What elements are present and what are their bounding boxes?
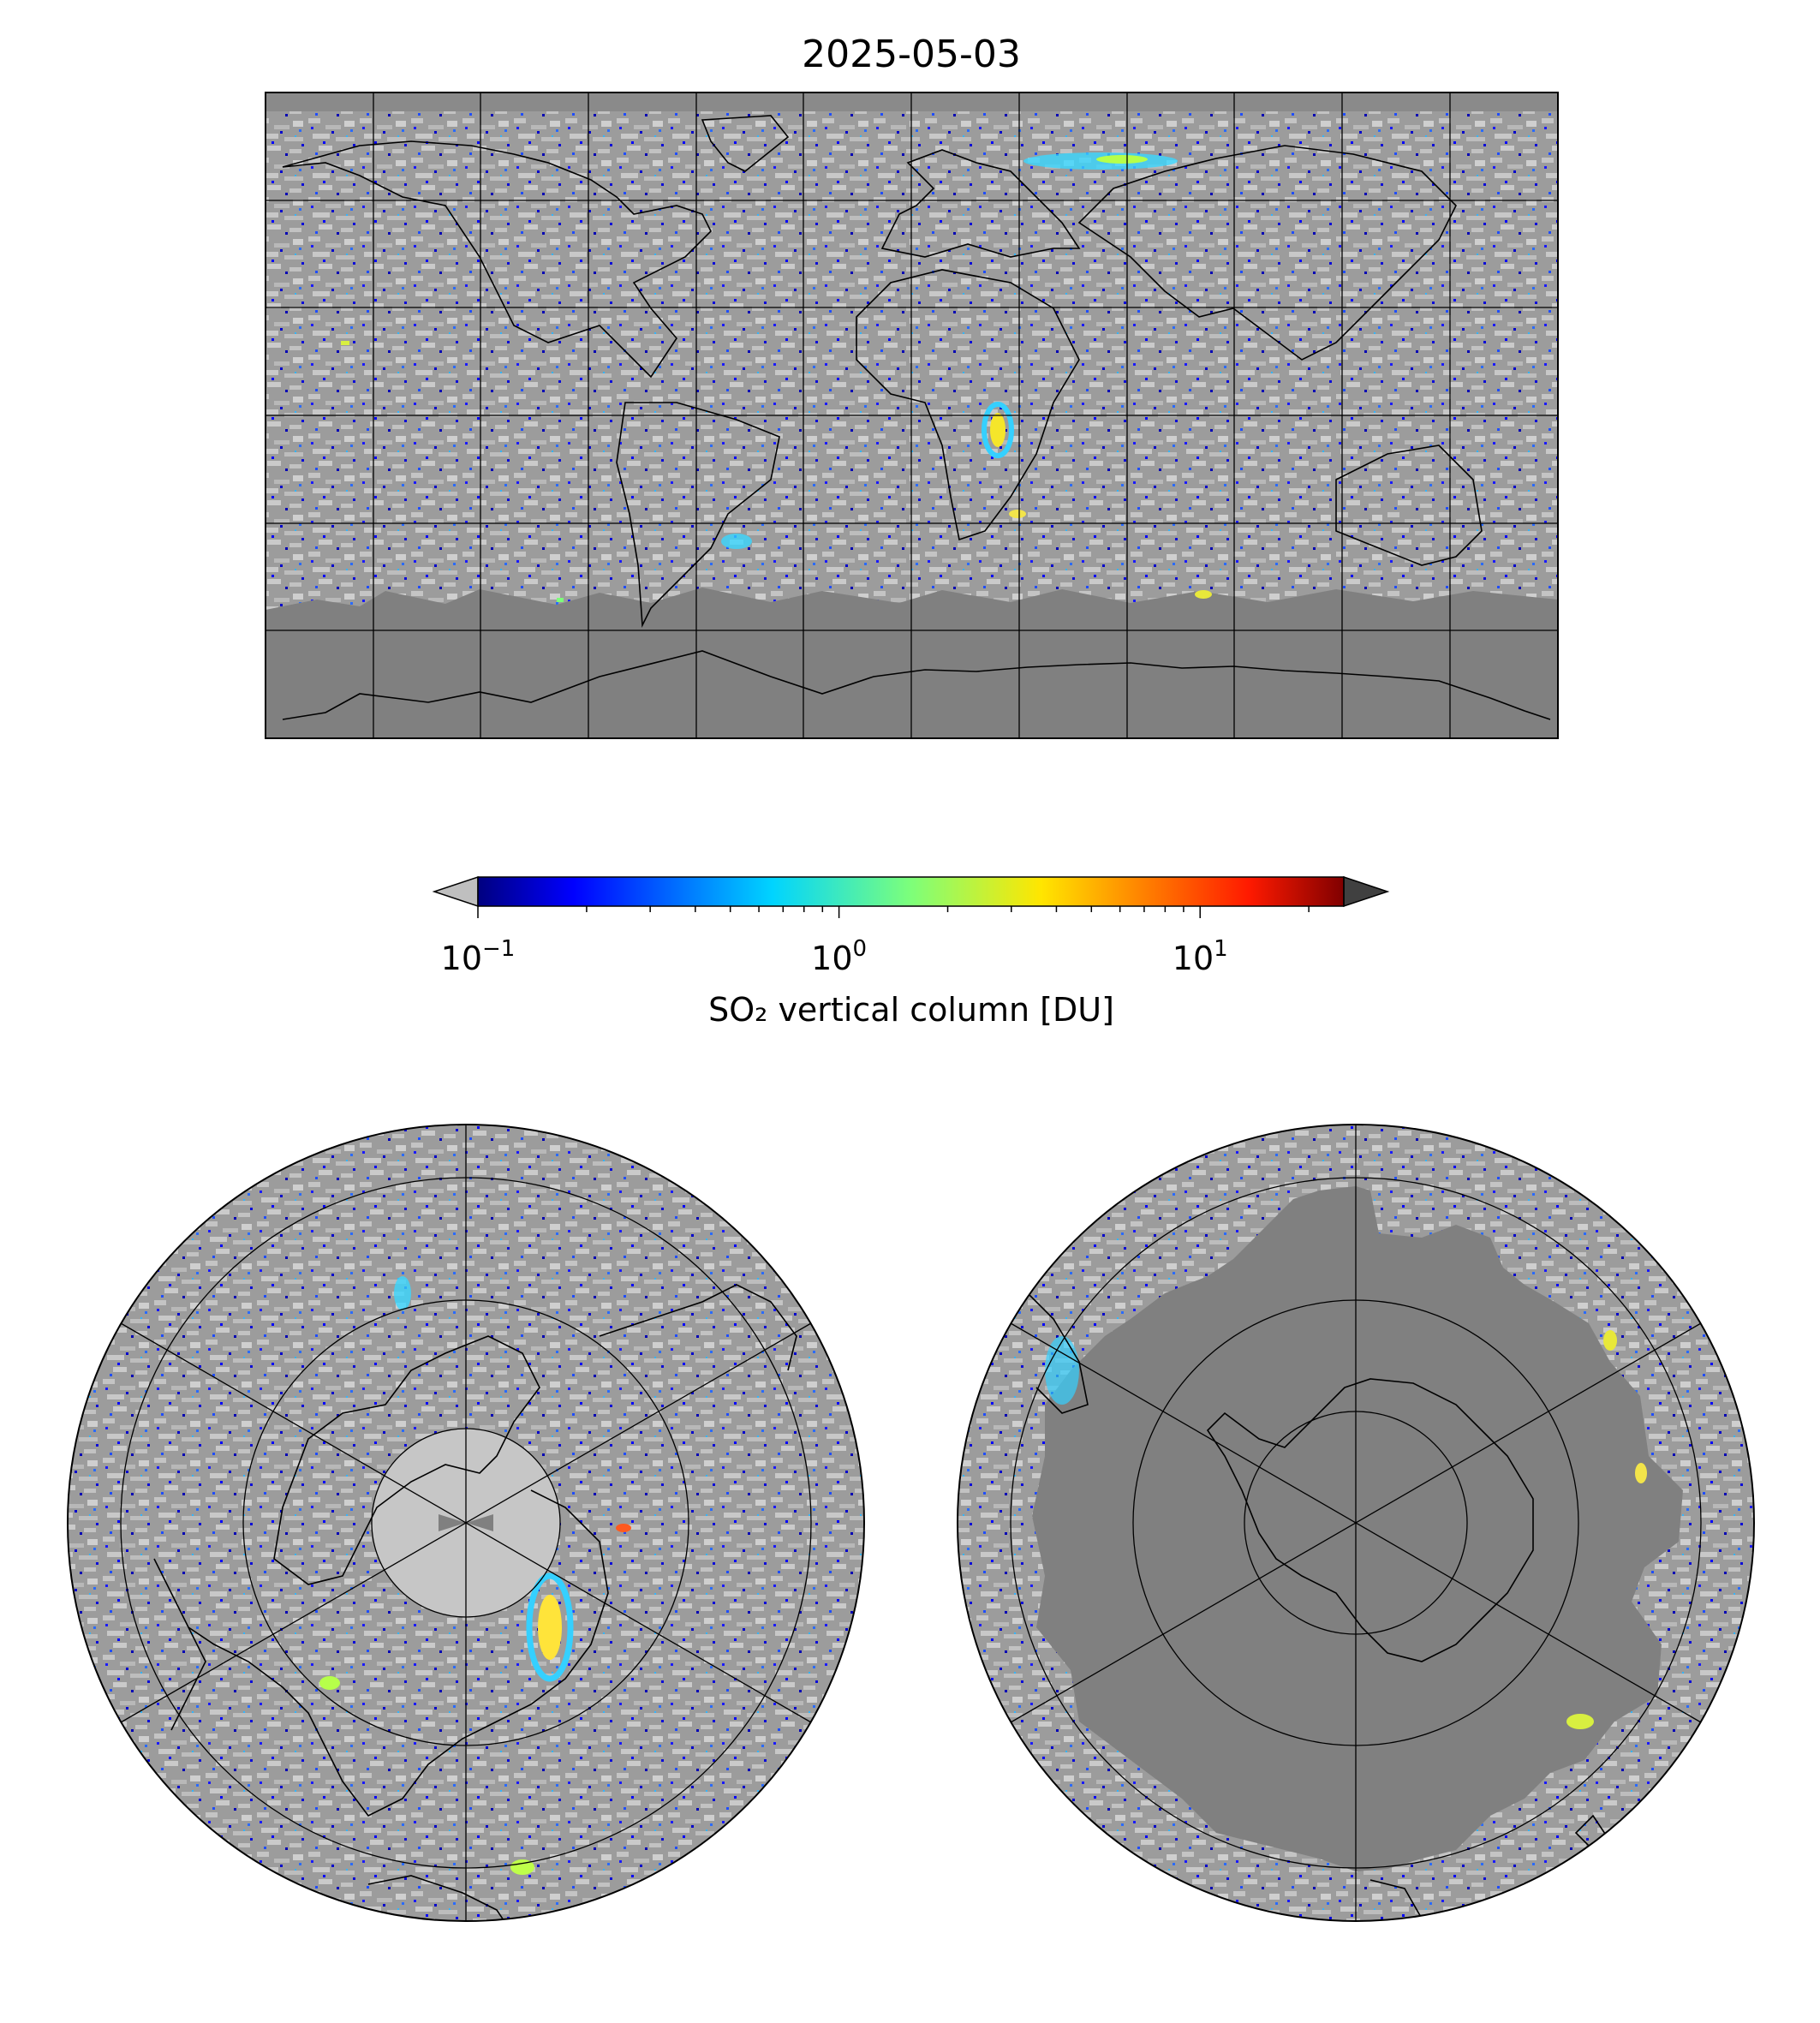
colorbar-tick-labels: 10−1 100 101: [441, 936, 1228, 977]
coastline-south-america: [616, 402, 780, 628]
coastline-south-america-tip: [1027, 1292, 1089, 1414]
north-polar-frame: [67, 1124, 865, 1922]
coastline-eurasia-polar: [188, 1489, 609, 1817]
coastline-polar-east: [599, 1284, 797, 1371]
coastline-antarctica: [282, 650, 1551, 720]
coastline-greenland: [701, 115, 790, 172]
colorbar-tick-label: 100: [811, 936, 867, 977]
north-polar-map: [67, 1124, 865, 1922]
figure-title: 2025-05-03: [802, 33, 1021, 76]
colorbar-ticks: [477, 906, 1310, 918]
tick-base: 10: [441, 940, 482, 977]
colorbar-gradient: [478, 877, 1344, 906]
south-polar-map: [957, 1124, 1755, 1922]
coastline-australia: [1335, 445, 1483, 566]
tick-base: 10: [811, 940, 852, 977]
tick-exponent: −1: [482, 936, 515, 962]
colorbar: 10−1 100 101 SO₂ vertical column [DU]: [432, 875, 1390, 1029]
global-map-frame: [265, 92, 1559, 739]
coastline-antarctica-polar: [1206, 1378, 1534, 1662]
coastline-north: [273, 1335, 540, 1585]
global-map: [265, 92, 1559, 739]
colorbar-tick-label: 101: [1173, 936, 1228, 977]
colorbar-label: SO₂ vertical column [DU]: [708, 991, 1114, 1029]
coastline-asia: [1077, 145, 1457, 361]
colorbar-tick-label: 10−1: [441, 936, 516, 977]
coastline-north-america: [282, 140, 712, 379]
tick-exponent: 0: [853, 936, 868, 962]
coastline-europe: [880, 149, 1081, 258]
tick-base: 10: [1173, 940, 1214, 977]
no-data-region: [1032, 1186, 1683, 1871]
colorbar-over-arrow: [1343, 875, 1390, 908]
coastline-africa: [856, 269, 1080, 541]
tick-exponent: 1: [1214, 936, 1228, 962]
south-polar-frame: [957, 1124, 1755, 1922]
colorbar-under-arrow: [432, 875, 479, 908]
